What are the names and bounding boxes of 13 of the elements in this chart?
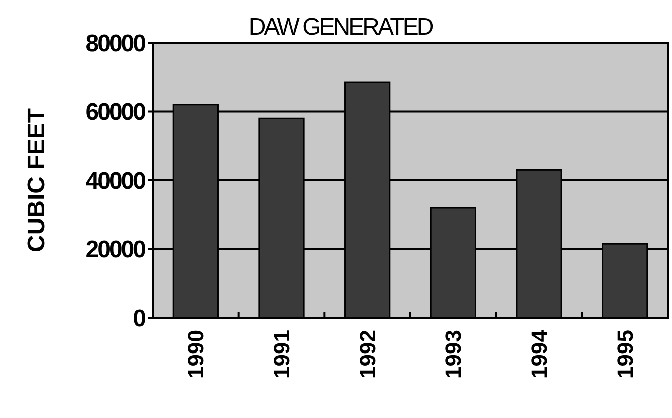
x-tick-label: 1994 (526, 329, 552, 379)
y-tick-label: 20000 (86, 236, 146, 264)
x-tick-label: 1990 (184, 330, 209, 379)
x-tick-label: 1995 (612, 330, 638, 379)
y-tick-label: 60000 (86, 99, 146, 126)
x-tick-label: 1991 (269, 330, 294, 379)
y-tick-label: 40000 (86, 168, 146, 195)
chart-title: DAW GENERATED (248, 14, 434, 41)
y-tick-label: 80000 (86, 30, 146, 58)
x-tick-label: 1993 (441, 330, 466, 379)
x-tick-label: 1992 (355, 330, 380, 379)
y-tick-label: 0 (133, 305, 146, 332)
y-axis-title: CUBIC FEET (23, 108, 50, 252)
